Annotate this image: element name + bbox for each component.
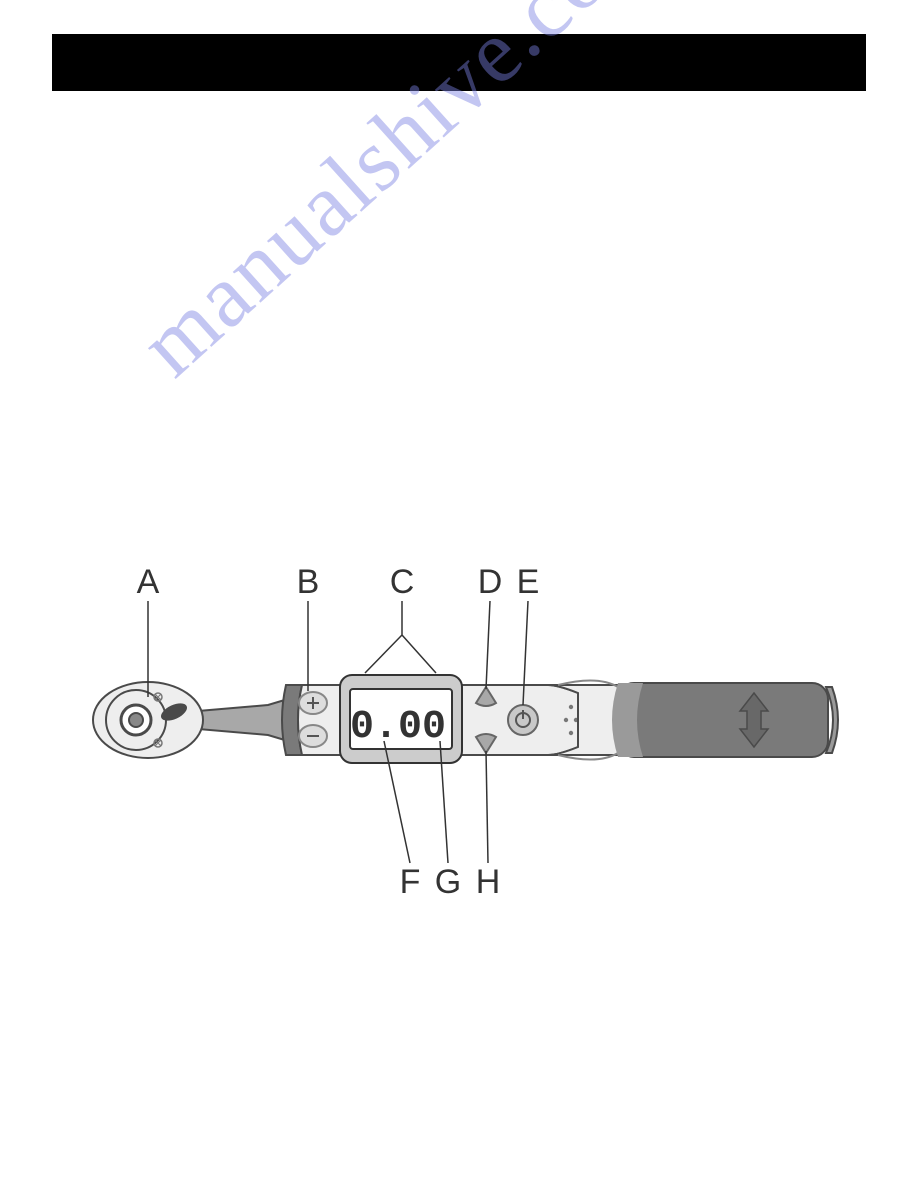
label-D: D — [478, 565, 503, 601]
screen-value: 0.00 — [350, 705, 446, 750]
label-C: C — [390, 565, 415, 601]
header-bar — [52, 34, 866, 91]
wrench-neck — [198, 699, 288, 741]
label-G: G — [435, 863, 461, 901]
label-E: E — [517, 565, 540, 601]
label-A: A — [137, 565, 160, 601]
leader-H — [486, 751, 488, 863]
wrench-diagram: 0.00 — [88, 565, 842, 905]
wrench-handle — [612, 683, 838, 757]
label-B: B — [297, 565, 320, 601]
power-button — [508, 705, 538, 735]
wrench-screen: 0.00 — [340, 675, 462, 763]
leader-C — [365, 601, 436, 673]
label-H: H — [476, 863, 501, 901]
leader-D — [486, 601, 490, 689]
label-F: F — [400, 863, 421, 901]
